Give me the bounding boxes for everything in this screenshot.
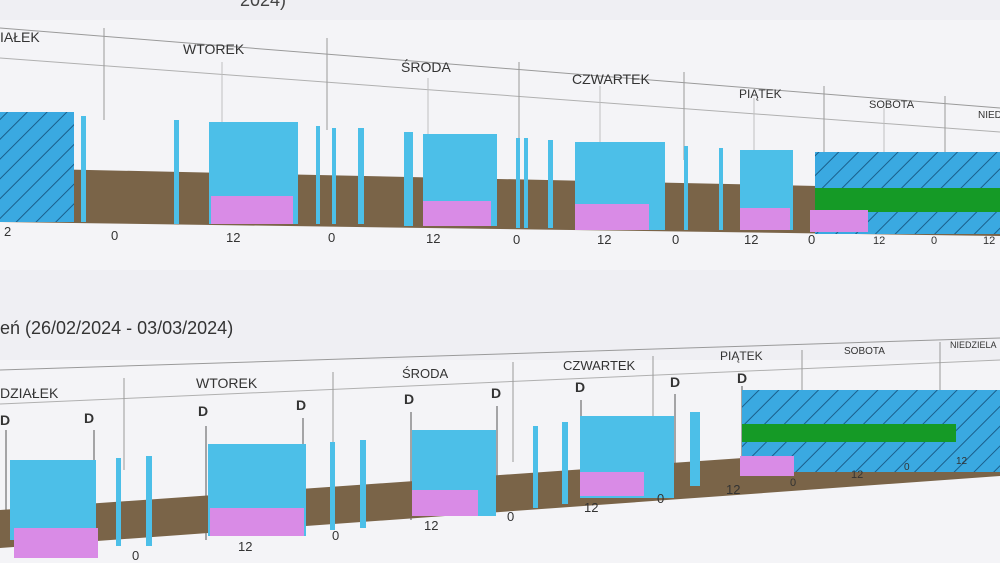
week2-day-label: DZIAŁEK — [0, 385, 59, 401]
week1-day-label: CZWARTEK — [572, 71, 650, 87]
green-band — [742, 424, 956, 442]
hatched-block — [0, 112, 74, 222]
week2-tick: 0 — [332, 528, 339, 543]
week2-title: eń (26/02/2024 - 03/03/2024) — [0, 318, 234, 338]
week1-tick: 0 — [111, 228, 118, 243]
pink-segment — [211, 196, 293, 224]
week1-panel: IAŁEK WTOREK ŚRODA CZWARTEK PIĄTEK SOBOT… — [0, 20, 1000, 270]
week1-tick: 2 — [4, 224, 11, 239]
week1-tick: 0 — [513, 232, 520, 247]
pink-segment — [575, 204, 649, 230]
week1-title-fragment: 2024) — [240, 0, 287, 10]
pink-segment — [210, 508, 304, 536]
week2-tick: 0 — [904, 462, 910, 473]
week1-tick: 0 — [672, 232, 679, 247]
d-marker: D — [670, 374, 680, 390]
d-marker: D — [737, 370, 747, 386]
d-marker: D — [491, 385, 501, 401]
green-band — [815, 188, 1000, 212]
thin-bar — [516, 138, 520, 228]
thin-bar — [146, 456, 152, 546]
week2-day-label: PIĄTEK — [720, 349, 763, 363]
week2-tick: 0 — [507, 509, 514, 524]
pink-segment — [423, 201, 491, 226]
week1-day-label: WTOREK — [183, 41, 245, 57]
thin-bar — [533, 426, 538, 508]
pink-segment — [412, 490, 478, 516]
work-block — [10, 460, 96, 540]
week2-tick: 12 — [956, 456, 968, 467]
thin-bar — [116, 458, 121, 546]
thin-bar — [174, 120, 179, 224]
pink-segment — [740, 208, 790, 230]
pink-segment — [14, 528, 98, 558]
week1-tick: 12 — [226, 230, 240, 245]
thin-bar — [719, 148, 723, 230]
thin-bar — [684, 146, 688, 230]
week1-tick: 12 — [426, 231, 440, 246]
week2-day-label: ŚRODA — [402, 366, 449, 381]
thin-bar — [562, 422, 568, 504]
week2-tick: 12 — [584, 500, 598, 515]
week2-tick: 0 — [657, 491, 664, 506]
d-marker: D — [198, 403, 208, 419]
week1-day-label: ŚRODA — [401, 58, 451, 75]
week1-tick: 12 — [744, 232, 758, 247]
week2-tick: 12 — [238, 539, 252, 554]
week2-tick: 12 — [424, 518, 438, 533]
d-marker: D — [84, 410, 94, 426]
week1-tick: 12 — [597, 232, 611, 247]
week1-day-label: IAŁEK — [0, 29, 40, 45]
thin-bar — [404, 132, 413, 226]
week2-tick: 0 — [790, 477, 796, 489]
d-marker: D — [404, 391, 414, 407]
d-marker: D — [296, 397, 306, 413]
week1-tick: 0 — [328, 230, 335, 245]
d-marker: D — [575, 379, 585, 395]
week1-tick: 0 — [808, 232, 815, 247]
week2-tick: 0 — [132, 548, 139, 563]
thin-bar — [332, 128, 336, 224]
thin-bar — [358, 128, 364, 224]
week2-tick: 12 — [726, 482, 740, 497]
pink-segment — [740, 456, 794, 476]
pink-segment — [810, 210, 868, 232]
week2-day-label: CZWARTEK — [563, 358, 636, 373]
week1-day-label: NIEDZ — [978, 110, 1000, 121]
thin-bar — [330, 442, 335, 530]
thin-bar — [316, 126, 320, 224]
pink-segment — [580, 472, 644, 496]
week1-tick: 12 — [983, 235, 995, 247]
thin-bar — [524, 138, 528, 228]
week1-tick: 12 — [873, 235, 885, 247]
week2-panel: DZIAŁEK WTOREK ŚRODA CZWARTEK PIĄTEK SOB… — [0, 337, 1000, 563]
week1-day-label: PIĄTEK — [739, 87, 782, 101]
week2-day-label: WTOREK — [196, 375, 258, 391]
thin-bar — [548, 140, 553, 228]
week2-day-label: NIEDZIELA — [950, 340, 997, 350]
thin-bar — [360, 440, 366, 528]
week2-tick: 12 — [851, 469, 863, 481]
week2-day-label: SOBOTA — [844, 346, 885, 357]
d-marker: D — [0, 412, 10, 428]
thin-bar — [81, 116, 86, 222]
week1-day-label: SOBOTA — [869, 99, 915, 111]
week1-tick: 0 — [931, 235, 937, 247]
thin-bar — [690, 412, 700, 486]
